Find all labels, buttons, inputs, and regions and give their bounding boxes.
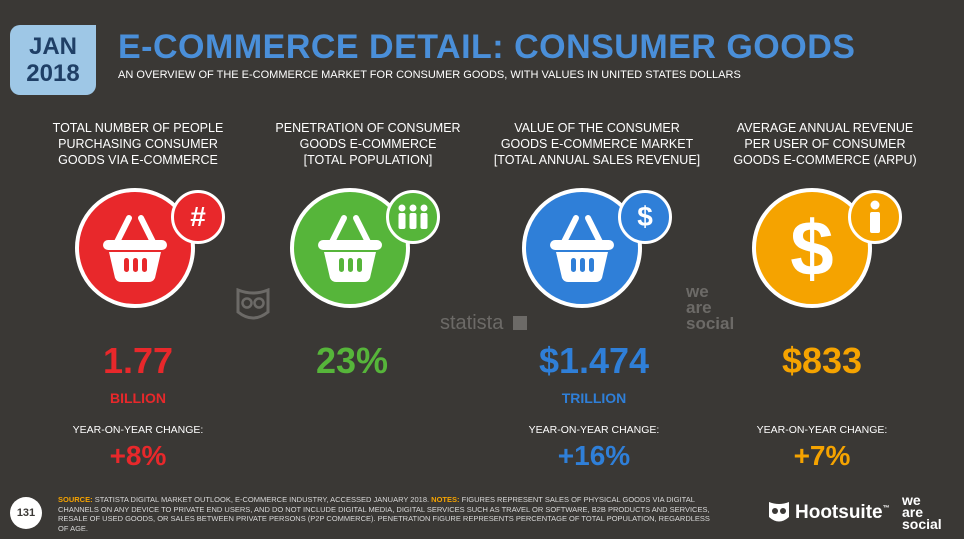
yoy-value-1: +8% xyxy=(109,440,167,471)
notes-label: NOTES: xyxy=(431,495,460,504)
trademark-symbol: ™ xyxy=(882,504,890,512)
yoy-label-1: YEAR-ON-YEAR CHANGE: xyxy=(72,424,204,436)
date-year: 2018 xyxy=(26,60,80,87)
yoy-value-4: +7% xyxy=(793,440,851,471)
metric-label-1: TOTAL NUMBER OF PEOPLE PURCHASING CONSUM… xyxy=(52,121,224,167)
source-text: STATISTA DIGITAL MARKET OUTLOOK, E-COMME… xyxy=(94,495,430,504)
page-title: E-COMMERCE DETAIL: CONSUMER GOODS xyxy=(118,28,856,66)
notes-text: FIGURES REPRESENT SALES OF PHYSICAL GOOD… xyxy=(58,495,710,533)
person-icon xyxy=(848,190,902,244)
statista-logo-icon xyxy=(512,316,527,330)
yoy-label-3: YEAR-ON-YEAR CHANGE: xyxy=(528,424,660,436)
metric-label-4: AVERAGE ANNUAL REVENUE PER USER OF CONSU… xyxy=(733,121,917,167)
metric-value-3: $1.474 xyxy=(538,340,650,381)
owl-icon xyxy=(769,502,789,522)
owl-watermark-icon xyxy=(236,287,270,329)
metric-icon-4: $ xyxy=(752,188,902,308)
date-badge: JAN 2018 xyxy=(10,25,96,95)
page-subtitle: AN OVERVIEW OF THE E-COMMERCE MARKET FOR… xyxy=(118,69,741,81)
source-label: SOURCE: xyxy=(58,495,93,504)
hash-icon: # xyxy=(171,190,225,244)
metric-value-2: 23% xyxy=(315,340,389,381)
page-number: 131 xyxy=(10,497,42,529)
large-dollar-icon: $ xyxy=(752,188,872,308)
footer-notes: SOURCE: STATISTA DIGITAL MARKET OUTLOOK,… xyxy=(58,495,718,533)
metric-label-2: PENETRATION OF CONSUMER GOODS E-COMMERCE… xyxy=(275,121,461,167)
yoy-label-4: YEAR-ON-YEAR CHANGE: xyxy=(756,424,888,436)
metric-icon-2 xyxy=(290,188,440,308)
date-month: JAN xyxy=(28,33,77,60)
metric-unit-1: BILLION xyxy=(110,390,166,406)
metric-unit-3: TRILLION xyxy=(561,390,627,406)
basket-icon xyxy=(522,188,642,308)
dollar-icon: $ xyxy=(618,190,672,244)
metric-value-1: 1.77 xyxy=(102,340,174,381)
wearesocial-watermark: we are social xyxy=(686,282,735,333)
statista-watermark: statista xyxy=(440,312,527,335)
wearesocial-logo: we are social xyxy=(902,492,942,532)
metric-icon-3: $ xyxy=(522,188,672,308)
hootsuite-logo: Hootsuite ™ xyxy=(767,500,890,526)
people-icon xyxy=(386,190,440,244)
metric-value-4: $833 xyxy=(781,340,863,381)
yoy-value-3: +16% xyxy=(557,440,631,471)
metric-label-3: VALUE OF THE CONSUMER GOODS E-COMMERCE M… xyxy=(493,121,701,167)
metric-icon-1: # xyxy=(75,188,225,308)
